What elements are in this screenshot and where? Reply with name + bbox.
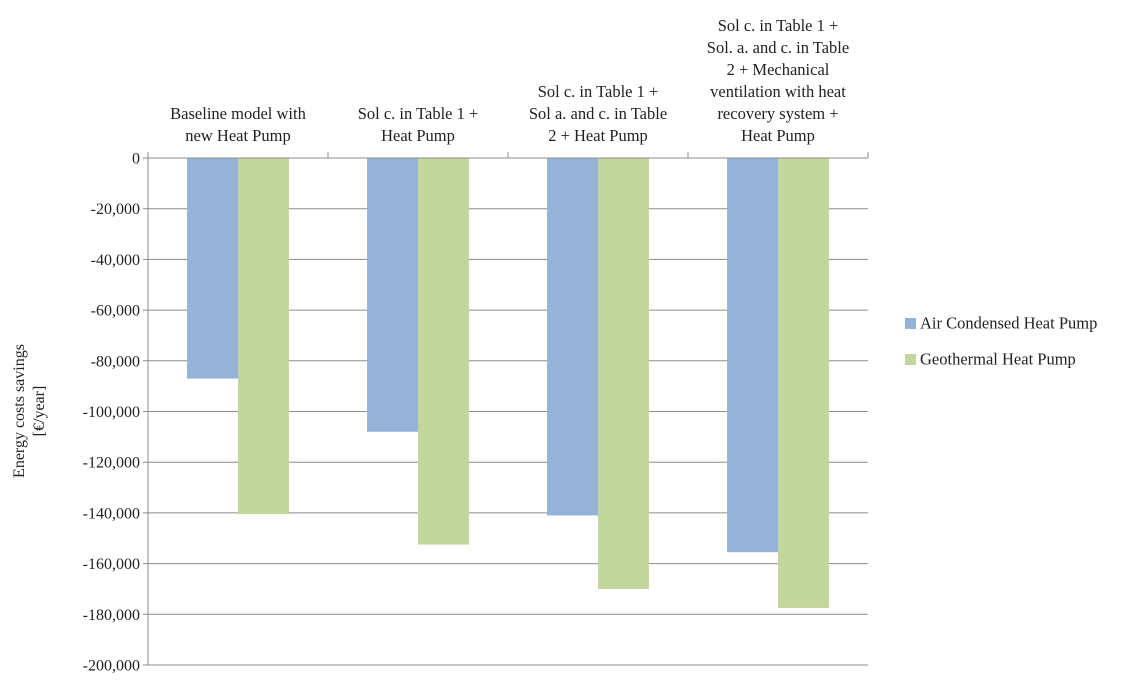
category-label-line: new Heat Pump (185, 126, 290, 145)
axes (143, 152, 869, 666)
y-tick-label: -40,000 (91, 252, 140, 269)
category-label-line: Sol. a. and c. in Table (707, 38, 849, 57)
y-tick-label: -20,000 (91, 201, 140, 218)
category-label: Baseline model with new Heat Pump (170, 104, 306, 145)
category-label-line: ventilation with heat (710, 82, 846, 101)
y-tick-label: -80,000 (91, 353, 140, 370)
legend-swatch (905, 354, 916, 365)
y-tick-label: -60,000 (91, 303, 140, 320)
category-label-line: Sol a. and c. in Table (529, 104, 667, 123)
y-tick-label: -160,000 (83, 556, 140, 573)
bars (187, 158, 829, 608)
category-label-line: Sol c. in Table 1 + (718, 16, 839, 35)
y-tick-label: -120,000 (83, 455, 140, 472)
category-label-line: recovery system + (717, 104, 838, 123)
y-tick-label: -100,000 (83, 404, 140, 421)
category-label-line: Sol c. in Table 1 + (538, 82, 659, 101)
bar-air-condensed (367, 158, 418, 432)
category-label-line: 2 + Heat Pump (548, 126, 648, 145)
bar-geothermal (598, 158, 649, 589)
category-label: Sol c. in Table 1 + Heat Pump (358, 104, 479, 145)
category-label-line: Heat Pump (741, 126, 815, 145)
category-label-line: Baseline model with (170, 104, 306, 123)
bar-air-condensed (727, 158, 778, 553)
y-tick-label: -200,000 (83, 658, 140, 675)
category-label: Sol c. in Table 1 + Sol a. and c. in Tabl… (529, 82, 667, 145)
bar-geothermal (238, 158, 289, 515)
legend-label: Geothermal Heat Pump (920, 350, 1076, 369)
legend-swatch (905, 318, 916, 329)
legend-label: Air Condensed Heat Pump (920, 314, 1097, 333)
category-label-line: Heat Pump (381, 126, 455, 145)
bar-air-condensed (187, 158, 238, 379)
bar-air-condensed (547, 158, 598, 516)
y-tick-label: 0 (132, 151, 140, 168)
legend: Air Condensed Heat Pump Geothermal Heat P… (905, 314, 1097, 369)
y-tick-label: -140,000 (83, 505, 140, 522)
bar-geothermal (418, 158, 469, 545)
category-label: Sol c. in Table 1 + Sol. a. and c. in Tab… (707, 16, 849, 145)
labels: 0 -20,000 -40,000 -60,000 -80,000 -100,000 -12… (11, 16, 849, 675)
y-axis-title-line: [€/year] (31, 386, 48, 437)
bar-geothermal (778, 158, 829, 608)
category-label-line: Sol c. in Table 1 + (358, 104, 479, 123)
y-axis-title: Energy costs savings [€/year] (11, 344, 48, 478)
y-tick-label: -180,000 (83, 607, 140, 624)
y-axis-title-line: Energy costs savings (11, 344, 28, 478)
category-label-line: 2 + Mechanical (727, 60, 830, 79)
